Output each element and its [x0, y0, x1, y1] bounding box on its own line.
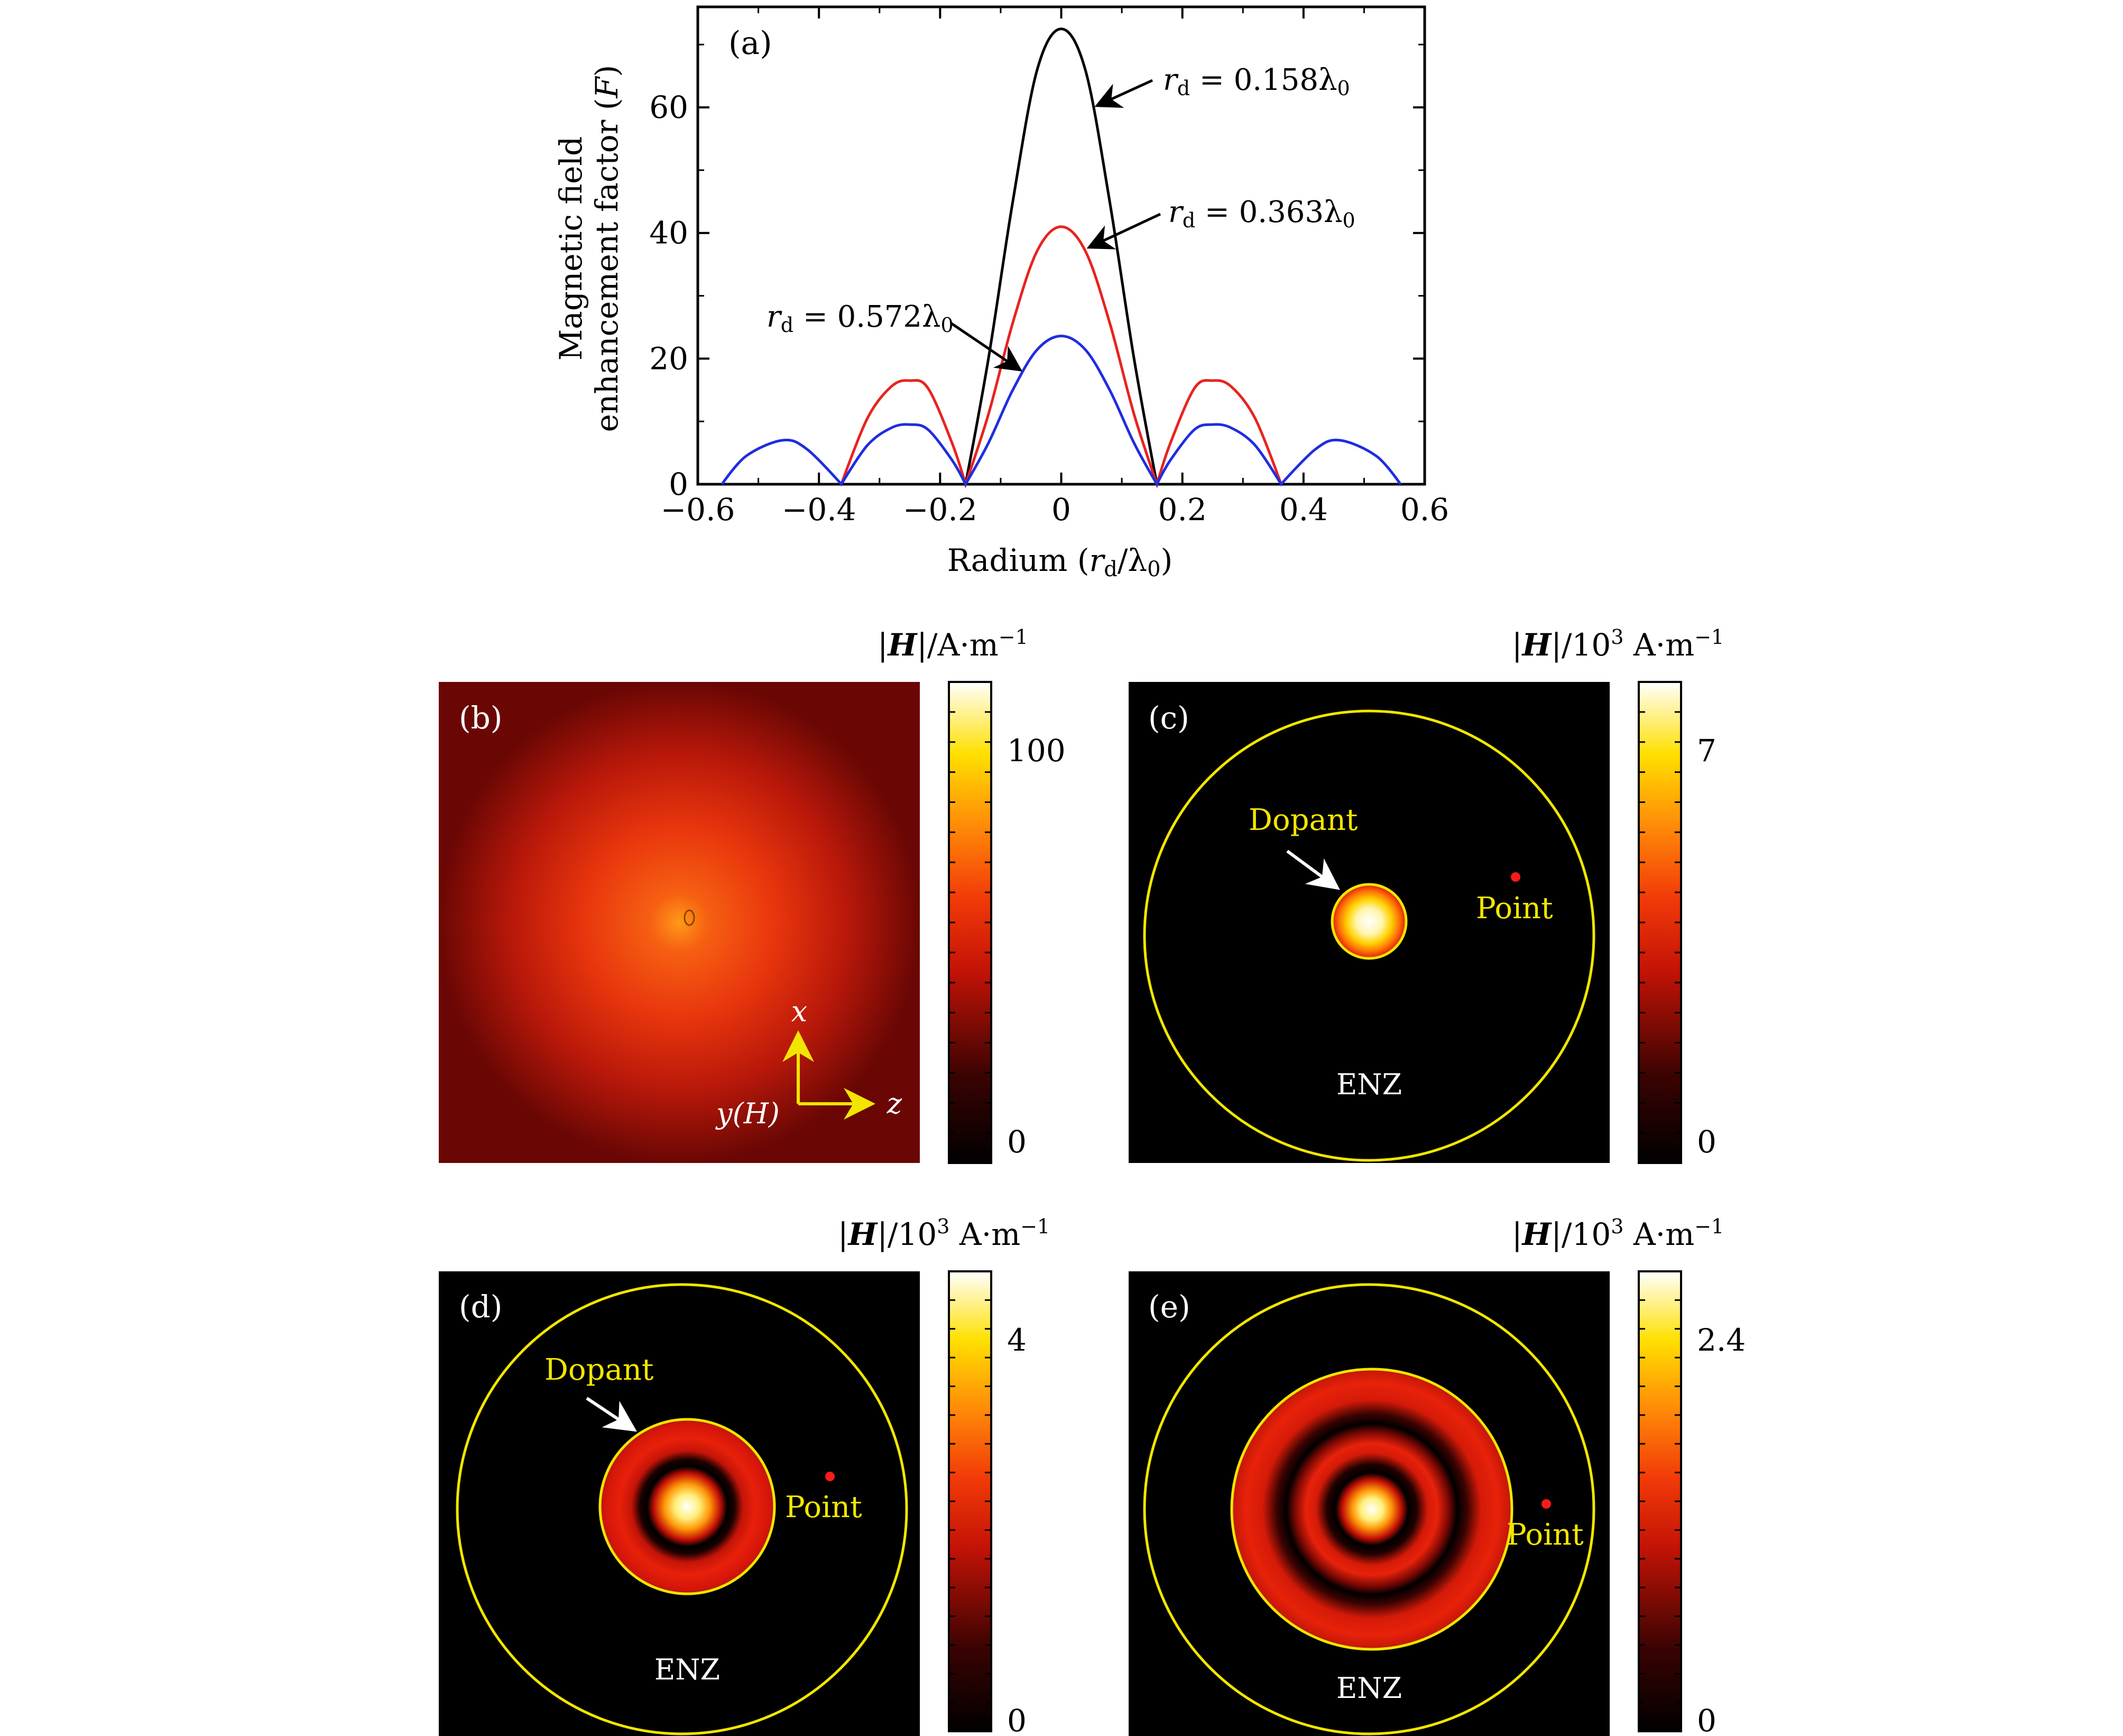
- series-line-2: [721, 335, 1402, 487]
- x-axis-label: Radium (rd/λ0): [947, 542, 1173, 581]
- axis-y-label: y(H): [715, 1097, 780, 1130]
- point-label-d: Point: [785, 1490, 862, 1525]
- point-label-e: Point: [1507, 1518, 1584, 1552]
- x-tick-label: 0.4: [1279, 492, 1328, 528]
- series-lines: [721, 27, 1402, 489]
- x-tick-label: 0.6: [1400, 492, 1449, 528]
- probe-point-d: [825, 1472, 835, 1481]
- point-label-c: Point: [1476, 891, 1553, 926]
- heatmap-b: [439, 682, 920, 1163]
- heatmap-panel-e: (e) Point ENZ 2.4 0 |H|/103 A·m−1: [1129, 1215, 1746, 1736]
- svg-text:rd = 0.363λ0: rd = 0.363λ0: [1168, 195, 1355, 232]
- panel-label-c: (c): [1148, 700, 1189, 736]
- colorbar-tick-b-max: 100: [1007, 733, 1066, 769]
- colorbar-ticks-b: [949, 711, 991, 1134]
- enz-boundary-c: [1143, 709, 1595, 1162]
- colorbar-ticks-d: [949, 1299, 991, 1704]
- x-tick-label: −0.2: [903, 492, 977, 528]
- y-tick-label: 40: [649, 215, 688, 251]
- heatmap-panel-c: (c) Dopant Point ENZ 7 0 |H|/103 A·m−1: [1129, 625, 1724, 1164]
- enz-boundary-d: [456, 1283, 908, 1735]
- colorbar-ticks-c: [1639, 711, 1681, 1134]
- panel-label-d: (d): [459, 1289, 502, 1325]
- annotation-r363: rd = 0.363λ0: [1086, 195, 1355, 250]
- x-tick-label: −0.4: [782, 492, 856, 528]
- colorbar-label-d: |H|/103 A·m−1: [838, 1215, 1050, 1252]
- axis-x-label: x: [791, 995, 807, 1028]
- svg-text:enhancement factor (F): enhancement factor (F): [589, 65, 625, 432]
- colorbar-tick-c-min: 0: [1697, 1124, 1716, 1160]
- dopant-arrow-d: [586, 1397, 637, 1432]
- enz-boundary-e: [1143, 1283, 1595, 1735]
- y-tick-label: 20: [649, 340, 688, 376]
- colorbar-d: [948, 1270, 992, 1732]
- axis-z-label: z: [887, 1087, 902, 1120]
- dopant-label-d: Dopant: [544, 1353, 654, 1387]
- panel-label-b: (b): [459, 700, 502, 736]
- dopant-rings-d: [600, 1419, 774, 1594]
- x-tick-label: 0.2: [1158, 492, 1207, 528]
- colorbar-ticks-e: [1639, 1299, 1681, 1704]
- dopant-arrow-c: [1286, 849, 1340, 890]
- heatmap-panel-b: (b) x z y(H) 100 0 |H|/A·m−1: [439, 625, 1066, 1164]
- svg-text:rd = 0.572λ0: rd = 0.572λ0: [767, 300, 954, 337]
- series-line-0: [964, 27, 1158, 485]
- line-chart-panel-a: −0.6 −0.4 −0.2 0 0.2 0.4 0.6 0 20 40 60 (a) Radium…: [553, 5, 1449, 581]
- dopant-spot-c: [1332, 884, 1406, 958]
- y-tick-label: 60: [649, 89, 688, 125]
- dopant-rings-e: [1232, 1369, 1512, 1649]
- annotation-r572: rd = 0.572λ0: [767, 300, 1023, 372]
- center-spot-b: [684, 909, 695, 926]
- y-tick-label: 0: [669, 466, 688, 502]
- svg-text:Magnetic field: Magnetic field: [553, 136, 589, 361]
- x-tick-label: −0.6: [661, 492, 735, 528]
- enz-label-d: ENZ: [654, 1653, 720, 1686]
- dopant-boundary-e: [1230, 1368, 1513, 1651]
- probe-point-e: [1542, 1499, 1551, 1509]
- probe-point-c: [1511, 872, 1520, 882]
- enz-label-e: ENZ: [1336, 1672, 1402, 1705]
- colorbar-e: [1638, 1270, 1682, 1732]
- panel-label-a: (a): [728, 25, 772, 62]
- colorbar-tick-e-min: 0: [1697, 1703, 1716, 1736]
- axis-ticks: −0.6 −0.4 −0.2 0 0.2 0.4 0.6 0 20 40 60: [649, 7, 1449, 528]
- colorbar-label-b: |H|/A·m−1: [878, 625, 1028, 663]
- svg-text:rd = 0.158λ0: rd = 0.158λ0: [1163, 63, 1350, 100]
- colorbar-label-e: |H|/103 A·m−1: [1512, 1215, 1724, 1252]
- colorbar-tick-d-max: 4: [1007, 1322, 1027, 1358]
- colorbar-tick-e-max: 2.4: [1697, 1322, 1746, 1358]
- dopant-boundary-c: [1331, 883, 1408, 960]
- annotation-r158: rd = 0.158λ0: [1094, 63, 1350, 108]
- dopant-boundary-d: [598, 1418, 776, 1595]
- panel-label-e: (e): [1148, 1289, 1190, 1325]
- dopant-label-c: Dopant: [1249, 803, 1358, 837]
- colorbar-tick-b-min: 0: [1007, 1124, 1027, 1160]
- heatmap-panel-d: (d) Dopant Point ENZ 4 0 |H|/103 A·m−1: [439, 1215, 1050, 1736]
- enz-label-c: ENZ: [1336, 1068, 1402, 1101]
- x-tick-label: 0: [1051, 492, 1071, 528]
- axes-indicator: x z y(H): [715, 995, 902, 1130]
- colorbar-tick-c-max: 7: [1697, 733, 1716, 769]
- series-line-1: [840, 225, 1282, 489]
- y-axis-label: Magnetic field enhancement factor (F): [553, 65, 625, 432]
- colorbar-tick-d-min: 0: [1007, 1703, 1027, 1736]
- colorbar-label-c: |H|/103 A·m−1: [1512, 625, 1724, 663]
